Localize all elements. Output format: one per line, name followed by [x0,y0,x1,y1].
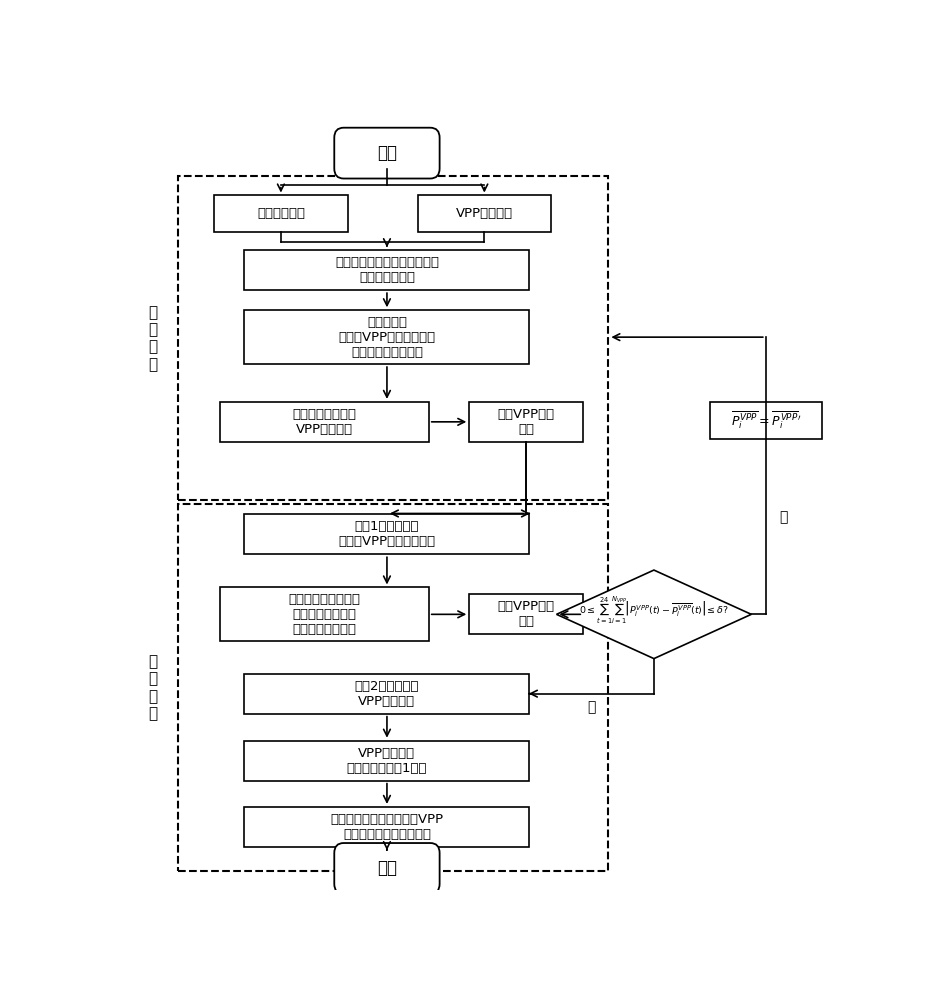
Bar [178,504,609,871]
Bar [245,310,530,364]
Bar [178,176,609,500]
Bar [245,741,530,781]
Text: 分布式电源出力约束
储能装置相关约束
柔性负荷相关约束: 分布式电源出力约束 储能装置相关约束 柔性负荷相关约束 [289,593,360,636]
Text: 得到VPP实际
出力: 得到VPP实际 出力 [498,600,555,628]
Text: $\overline{P_i^{VPP}}=\overline{P_i^{VPP}}'$: $\overline{P_i^{VPP}}=\overline{P_i^{VPP… [731,410,801,431]
Bar [245,514,530,554]
FancyBboxPatch shape [334,128,439,179]
Text: 阶段1目标函数：
上下层VPP出力偏差最小: 阶段1目标函数： 上下层VPP出力偏差最小 [338,520,436,548]
Text: 将虚拟电厂内各体看作统一整
体参与配网调度: 将虚拟电厂内各体看作统一整 体参与配网调度 [335,256,439,284]
FancyBboxPatch shape [334,843,439,894]
Text: 目标函数：
上下层VPP出力偏差最小
系统负荷峰谷差最小: 目标函数： 上下层VPP出力偏差最小 系统负荷峰谷差最小 [338,316,436,359]
Bar [220,402,429,442]
Bar [245,674,530,714]
Bar [245,250,530,290]
Text: 系统功率平衡约束
VPP出力约束: 系统功率平衡约束 VPP出力约束 [292,408,357,436]
Bar [418,195,551,232]
Text: 上
层
模
型: 上 层 模 型 [148,305,157,372]
Bar [245,807,530,847]
Text: VPP出力约束
其余约束与阶段1相同: VPP出力约束 其余约束与阶段1相同 [346,747,427,775]
Text: 输出负荷曲线优化结果，VPP
收益以及各资源调度方案: 输出负荷曲线优化结果，VPP 收益以及各资源调度方案 [331,813,443,841]
Text: 下
层
模
型: 下 层 模 型 [148,654,157,721]
Text: 得到VPP计划
出力: 得到VPP计划 出力 [498,408,555,436]
Text: 开始: 开始 [377,144,397,162]
Text: 负荷预测结果: 负荷预测结果 [257,207,304,220]
Text: 结束: 结束 [377,859,397,877]
Bar [709,402,822,439]
Bar [469,594,583,634]
Bar [469,402,583,442]
Polygon shape [557,570,751,659]
Bar [214,195,347,232]
Text: 是: 是 [587,701,596,715]
Text: 否: 否 [779,510,788,524]
Text: $0 \leq \sum_{t=1}^{24}\sum_{i=1}^{N_{VPP}}\!\left|P_i^{VPP}(t)-\overline{P_i^{V: $0 \leq \sum_{t=1}^{24}\sum_{i=1}^{N_{VP… [579,594,729,626]
Text: VPP相关参数: VPP相关参数 [456,207,513,220]
Bar [220,587,429,641]
Text: 阶段2目标函数：
VPP收益最大: 阶段2目标函数： VPP收益最大 [355,680,419,708]
